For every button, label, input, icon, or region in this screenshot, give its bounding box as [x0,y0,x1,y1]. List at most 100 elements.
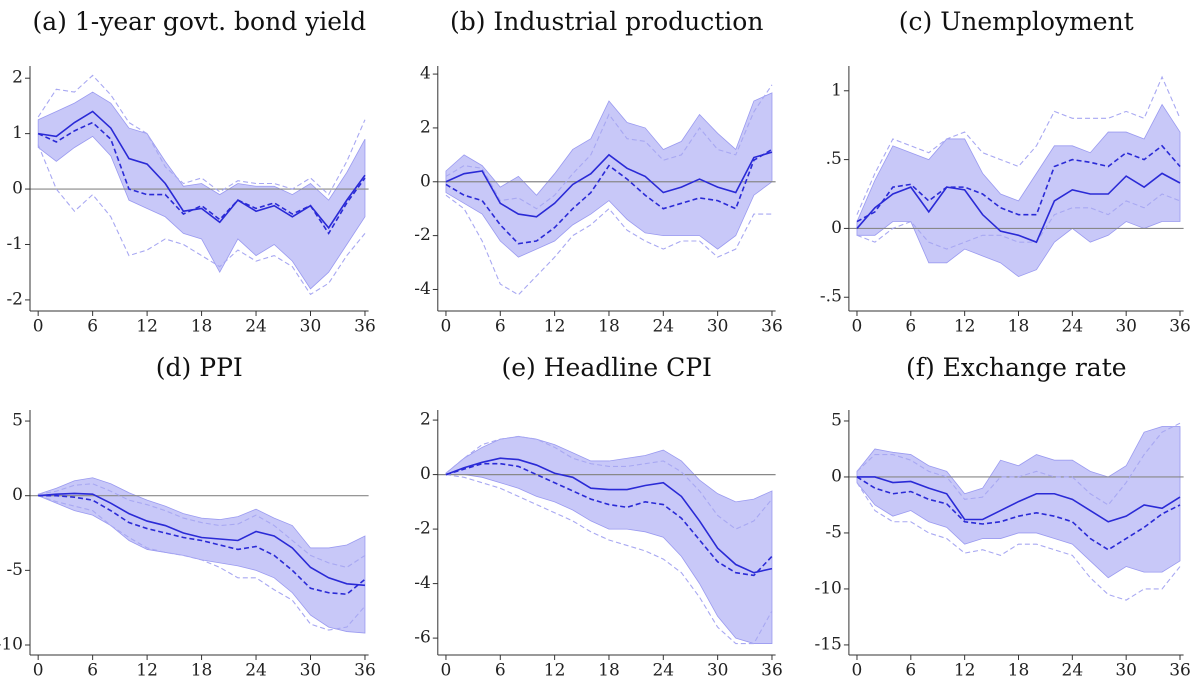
x-tick-label: 36 [761,317,783,337]
y-tick-label: 0 [420,171,431,191]
y-tick-label: 0 [420,464,431,484]
x-tick-label: 24 [1062,661,1084,681]
x-tick-label: 36 [354,317,376,337]
x-tick-label: 18 [191,661,213,681]
x-tick-label: 0 [852,661,863,681]
x-tick-label: 30 [707,661,729,681]
response-line [445,474,773,645]
response-line [856,144,1181,223]
response-line [38,110,366,230]
x-tick-label: 36 [354,661,376,681]
panel: (e) Headline CPI -6 -4 -2 0 2 0 6 12 18 24 30 36 [414,353,783,681]
response-line [445,151,773,218]
x-tick-label: 12 [136,317,158,337]
x-tick-label: 6 [87,661,98,681]
panel: (f) Exchange rate -15 -10 -5 0 5 0 6 12 18 24 30 36 [815,353,1191,681]
x-tick-label: 24 [1062,317,1084,337]
x-tick-label: 18 [598,661,620,681]
y-tick-label: -1 [6,234,23,254]
x-tick-label: 0 [33,317,44,337]
x-tick-label: 36 [1169,661,1191,681]
x-tick-label: 30 [1115,661,1137,681]
response-line [445,148,773,245]
response-line [445,435,773,530]
response-line [856,75,1181,215]
response-line [856,476,1181,551]
y-tick-label: -5 [825,522,842,542]
x-tick-label: 24 [652,317,674,337]
x-tick-label: 12 [544,317,566,337]
response-line [38,494,366,596]
panel-title: (d) PPI [156,353,243,382]
x-tick-label: 18 [598,317,620,337]
y-tick-label: 5 [12,411,23,431]
confidence-band [37,91,366,290]
response-line [856,476,1181,523]
x-tick-label: 36 [1169,317,1191,337]
confidence-band [445,92,773,258]
y-tick-label: 0 [831,466,842,486]
response-line [445,84,773,210]
y-tick-label: 1 [12,123,23,143]
y-tick-label: 5 [831,410,842,430]
x-tick-label: 30 [1115,317,1137,337]
x-tick-label: 12 [136,661,158,681]
x-tick-label: 6 [495,317,506,337]
y-tick-label: 2 [420,410,431,430]
y-tick-label: -2 [414,225,431,245]
y-tick-label: 2 [420,117,431,137]
y-tick-label: 0 [12,179,23,199]
panel-title: (e) Headline CPI [501,353,711,382]
panel: (c) Unemployment -.5 0 .5 1 0 6 12 18 24 30 36 [820,7,1191,337]
x-tick-label: 0 [441,317,452,337]
response-line [37,144,366,296]
x-tick-label: 12 [954,317,976,337]
y-tick-label: 0 [12,485,23,505]
x-tick-label: 30 [707,317,729,337]
y-tick-label: -4 [414,279,431,299]
x-tick-label: 30 [300,661,322,681]
x-tick-label: 24 [245,661,267,681]
y-tick-label: -15 [815,634,842,654]
response-line [445,194,772,296]
x-tick-label: 12 [544,661,566,681]
response-line [856,482,1181,601]
y-tick-label: -10 [815,578,842,598]
response-line [445,462,773,577]
y-tick-label: -4 [414,573,431,593]
x-tick-label: 24 [652,661,674,681]
response-line [38,483,366,568]
response-line [37,495,366,631]
y-tick-label: 4 [420,64,431,84]
panel-title: (f) Exchange rate [906,353,1127,382]
x-tick-label: 36 [761,661,783,681]
x-tick-label: 6 [905,661,916,681]
response-line [445,457,773,574]
y-tick-label: 2 [12,68,23,88]
panel-title: (c) Unemployment [899,7,1134,36]
confidence-band [445,436,773,644]
y-tick-label: .5 [826,149,842,169]
confidence-band [37,477,366,634]
x-tick-label: 12 [954,661,976,681]
x-tick-label: 0 [33,661,44,681]
x-tick-label: 6 [87,317,98,337]
response-line [38,492,366,587]
y-tick-label: -10 [0,634,23,654]
x-tick-label: 18 [191,317,213,337]
response-line [856,193,1181,250]
x-tick-label: 24 [245,317,267,337]
x-tick-label: 18 [1008,661,1030,681]
x-tick-label: 30 [300,317,322,337]
y-tick-label: -5 [6,560,23,580]
y-tick-label: -2 [414,519,431,539]
response-line [856,172,1181,244]
x-tick-label: 6 [905,317,916,337]
confidence-band [856,103,1181,278]
x-tick-label: 6 [495,661,506,681]
panel-title: (a) 1-year govt. bond yield [33,7,367,36]
y-tick-label: -.5 [820,287,842,307]
